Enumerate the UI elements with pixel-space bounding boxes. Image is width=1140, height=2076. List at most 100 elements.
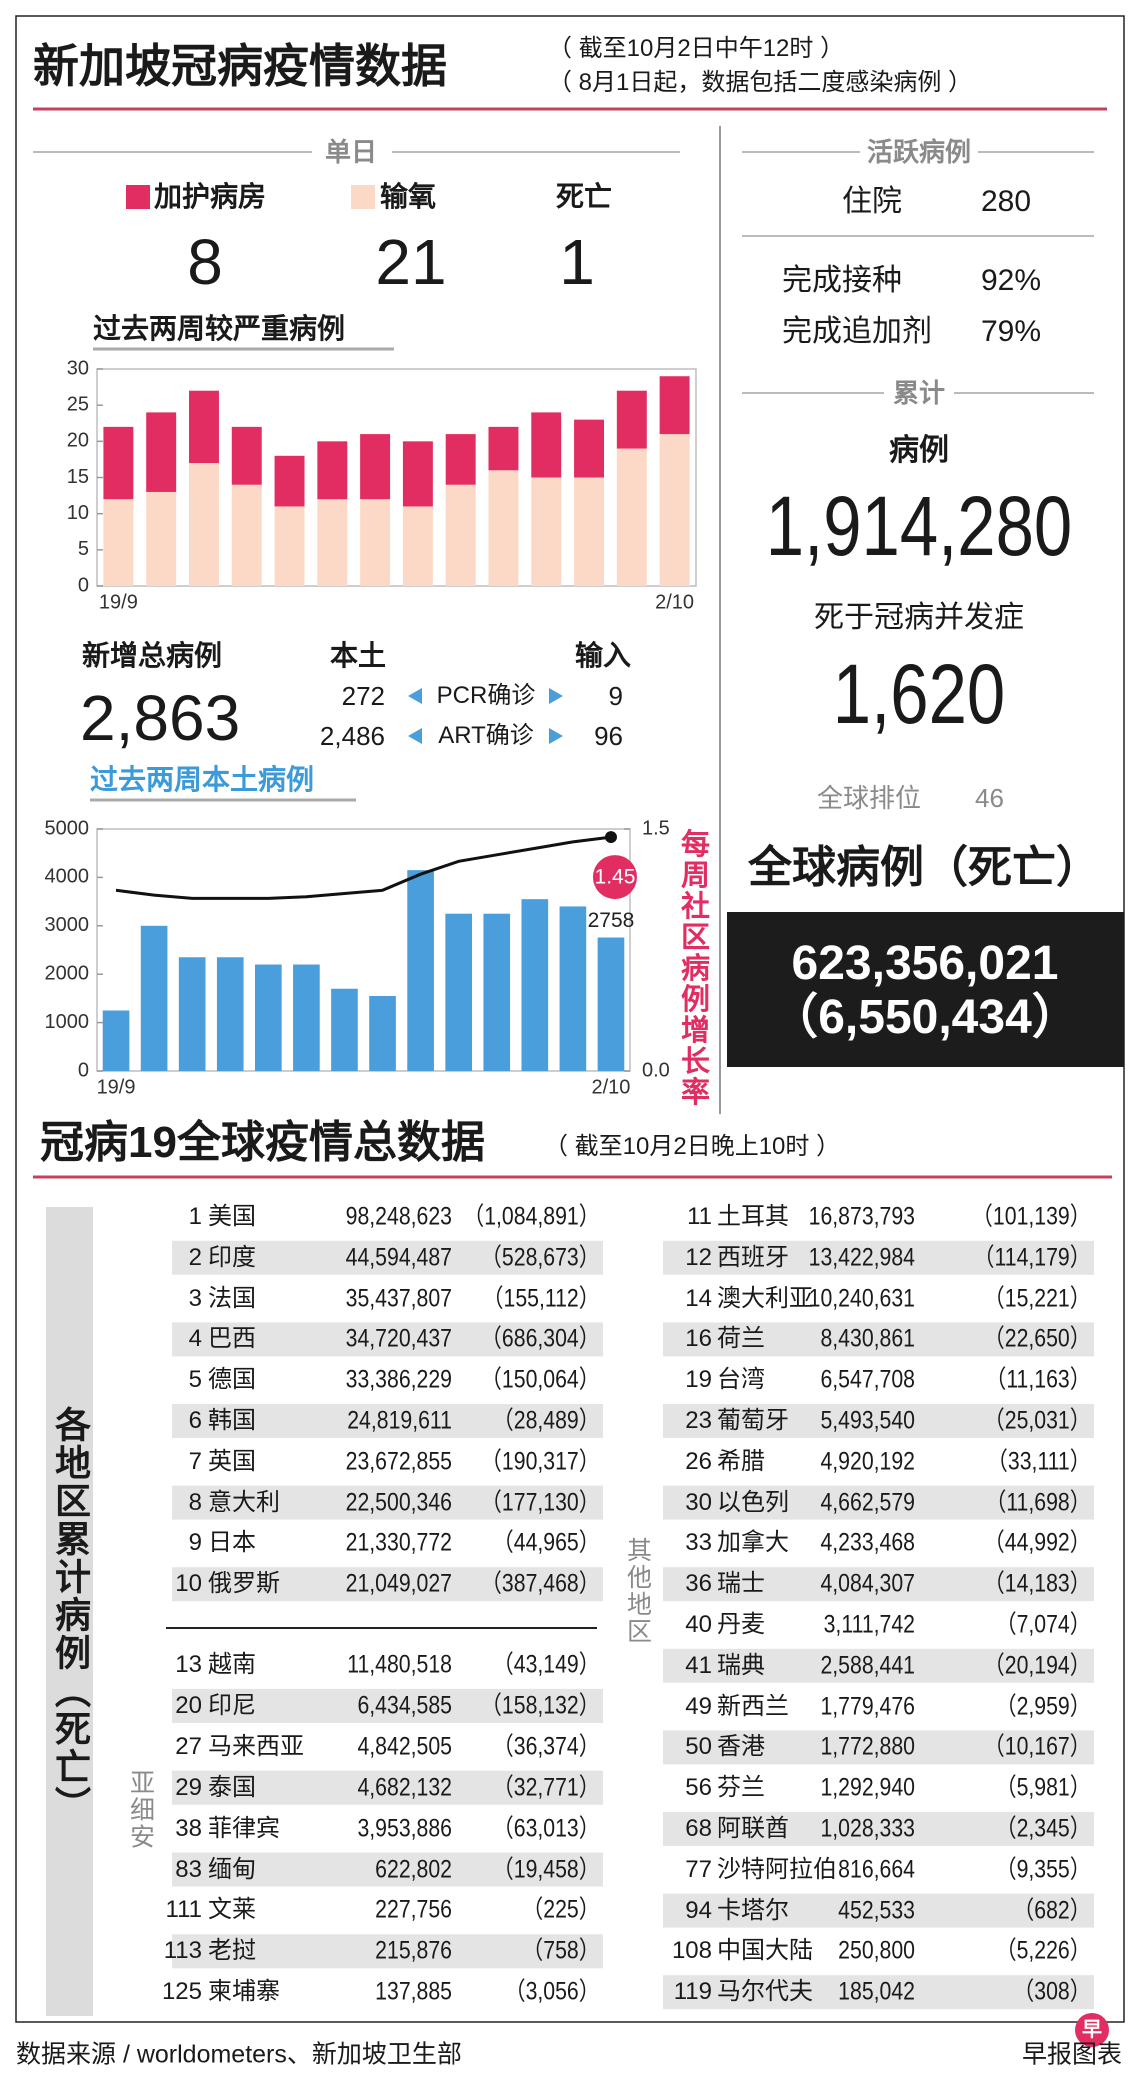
bar: [616, 390, 647, 449]
side-label: 各地区累计病例（死亡）: [50, 1406, 91, 1824]
cases: 185,042: [838, 1977, 915, 2006]
deaths: （63,013）: [492, 1814, 600, 1843]
cases: 2,588,441: [820, 1651, 915, 1680]
deaths: （43,149）: [492, 1650, 600, 1679]
bar: [445, 434, 476, 485]
deaths: （15,221）: [983, 1284, 1091, 1313]
rank: 77: [685, 1855, 712, 1883]
rank: 12: [685, 1243, 712, 1271]
chart-title: 过去两周较严重病例: [93, 313, 346, 344]
bar: [521, 899, 549, 1071]
label: ART确诊: [438, 722, 534, 749]
cases: 34,720,437: [345, 1324, 452, 1353]
cases: 98,248,623: [345, 1202, 452, 1231]
bar: [531, 412, 562, 478]
legend-swatch: [126, 185, 150, 209]
row-band: [172, 1934, 603, 1969]
label: 死亡: [556, 181, 613, 212]
deaths: （387,468）: [480, 1569, 600, 1598]
page-title: 新加坡冠病疫情数据: [33, 40, 447, 92]
y2-axis-title: 每周社区病例增长率: [676, 828, 709, 1108]
bar: [254, 964, 282, 1071]
rank: 27: [175, 1732, 202, 1760]
deaths: （758）: [522, 1936, 600, 1965]
legend-swatch: [351, 185, 375, 209]
line-point: [604, 831, 617, 844]
bar: [146, 491, 177, 586]
country: 老挝: [208, 1937, 256, 1965]
label: 新增总病例: [82, 640, 223, 671]
country: 印尼: [208, 1691, 256, 1719]
cases: 4,084,307: [820, 1569, 915, 1598]
deaths: （44,992）: [983, 1528, 1091, 1557]
deaths: （158,132）: [480, 1691, 600, 1720]
note: （ 8月1日起，数据包括二度感染病例 ）: [548, 69, 973, 96]
rank: 29: [175, 1773, 202, 1801]
rank: 8: [188, 1488, 202, 1516]
y-tick-label: 5: [78, 538, 89, 560]
label: 输入: [574, 640, 632, 671]
label: 住院: [842, 185, 902, 218]
cases: 3,953,886: [357, 1814, 452, 1843]
country: 泰国: [208, 1773, 256, 1801]
rank: 4: [188, 1325, 202, 1353]
cases: 4,662,579: [820, 1488, 915, 1517]
bar: [407, 870, 434, 1071]
deaths: （14,183）: [983, 1569, 1091, 1598]
rank: 6: [188, 1407, 202, 1434]
y2-tick-label: 0.0: [642, 1059, 670, 1081]
source: 数据来源 / worldometers、新加坡卫生部: [16, 2040, 462, 2069]
cases: 22,500,346: [345, 1488, 452, 1517]
bar: [531, 477, 562, 586]
bar: [188, 390, 219, 464]
arrow: [408, 688, 422, 704]
cases: 4,233,468: [820, 1528, 915, 1557]
value: 1,914,280: [765, 479, 1073, 573]
label: 本土: [329, 640, 387, 671]
rank: 50: [685, 1733, 712, 1761]
bar: [360, 499, 391, 586]
value: 9: [608, 681, 623, 711]
country: 马来西亚: [208, 1732, 304, 1760]
label-badge: [592, 855, 637, 900]
row-band: [172, 1852, 603, 1887]
bar: [445, 484, 476, 586]
value: 272: [341, 681, 385, 711]
y-tick-label: 4000: [45, 866, 90, 888]
section-title: 冠病19全球疫情总数据: [40, 1118, 485, 1167]
country: 中国大陆: [717, 1937, 813, 1965]
data-label: 2758: [588, 909, 635, 932]
cases: 6,434,585: [357, 1691, 452, 1720]
value: 92%: [981, 264, 1042, 297]
country: 丹麦: [717, 1611, 765, 1638]
country: 台湾: [717, 1366, 765, 1394]
bar: [402, 441, 433, 507]
deaths: （114,179）: [973, 1243, 1091, 1272]
deaths: （225）: [522, 1895, 600, 1924]
country: 法国: [208, 1284, 256, 1312]
deaths: （150,064）: [480, 1365, 600, 1394]
row-band: [663, 1975, 1094, 2010]
bar: [360, 434, 391, 500]
bar: [488, 470, 519, 586]
label: 全球病例（死亡）: [748, 843, 1100, 892]
rank: 40: [685, 1611, 712, 1638]
deaths: （11,163）: [985, 1365, 1091, 1394]
credit: 早报图表: [1021, 2040, 1122, 2069]
bar: [231, 426, 262, 485]
row-band: [663, 1404, 1094, 1438]
y-tick-label: 20: [67, 430, 89, 452]
bar: [274, 455, 305, 507]
rank: 68: [685, 1815, 712, 1842]
bar: [597, 937, 625, 1071]
rank: 20: [175, 1691, 202, 1719]
deaths: （33,111）: [986, 1447, 1091, 1476]
deaths: （177,130）: [480, 1488, 600, 1517]
cases: 33,386,229: [345, 1365, 452, 1394]
deaths: （25,031）: [983, 1406, 1091, 1435]
bar: [317, 499, 348, 586]
country: 瑞典: [717, 1651, 765, 1679]
legend-label: 输氧: [380, 181, 437, 212]
country: 瑞士: [717, 1570, 765, 1598]
